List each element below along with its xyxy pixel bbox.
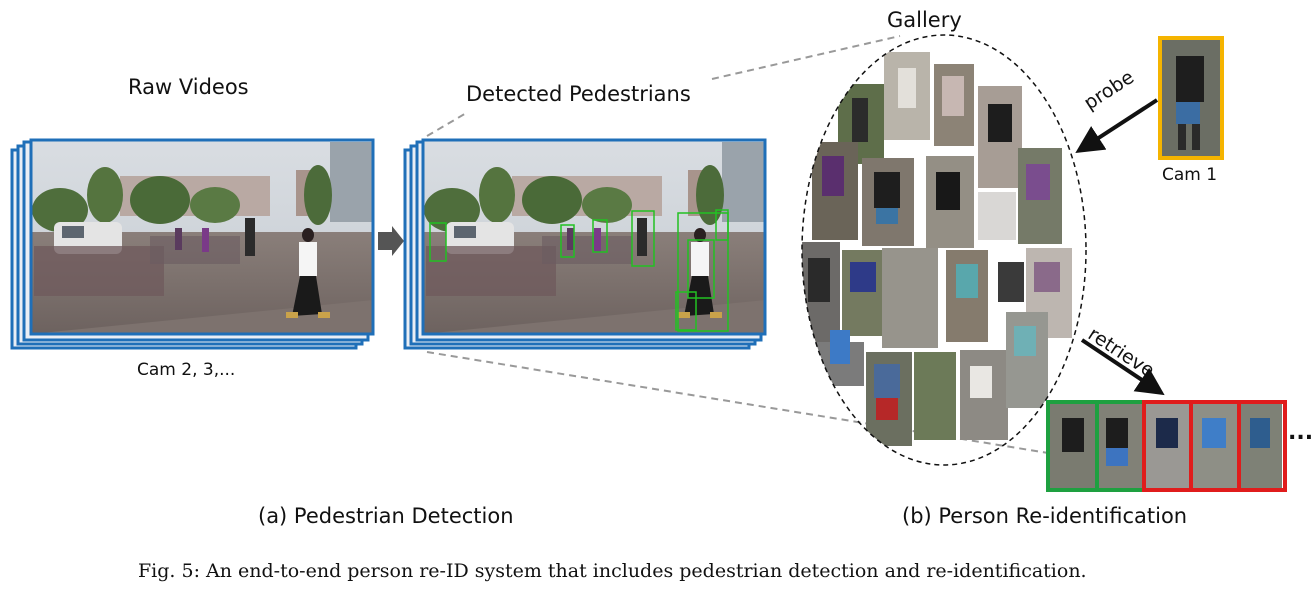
gallery-crop [914, 352, 956, 440]
detected-video-stack [403, 138, 767, 350]
probe-arrow [1075, 98, 1159, 154]
raw-videos-label: Raw Videos [128, 75, 249, 99]
detection-boxes [429, 209, 729, 332]
retrieve-arrow [1080, 338, 1165, 396]
figure-caption: Fig. 5: An end-to-end person re-ID syste… [138, 560, 1087, 582]
subcaption-a: (a) Pedestrian Detection [258, 504, 514, 528]
detection-box [715, 209, 729, 241]
more-results-ellipsis: ... [1288, 420, 1314, 445]
detection-box [677, 212, 729, 332]
detection-box [429, 222, 447, 262]
subcaption-b: (b) Person Re-identification [902, 504, 1188, 528]
raw-video-stack [10, 138, 375, 350]
cam-others-label: Cam 2, 3,... [137, 360, 236, 380]
zoom-lines [426, 35, 1049, 454]
gallery-crop [998, 262, 1024, 302]
gallery-label: Gallery [887, 8, 962, 32]
detection-box [631, 210, 655, 267]
gallery-crop [882, 248, 938, 348]
gallery-crops [802, 52, 1072, 446]
raw-video-frame [31, 140, 373, 334]
cam1-label: Cam 1 [1162, 165, 1218, 185]
detected-video-frame [423, 140, 765, 334]
right-arrow-icon [378, 226, 404, 256]
gallery [801, 34, 1087, 466]
gallery-crop [978, 192, 1016, 240]
probe-image [1158, 36, 1224, 160]
detection-box [675, 291, 697, 331]
detection-box [560, 224, 575, 258]
detected-pedestrians-label: Detected Pedestrians [466, 82, 691, 106]
detection-box [687, 239, 715, 299]
retrieval-results [1046, 400, 1287, 492]
detection-box [592, 219, 608, 253]
gallery-boundary [801, 34, 1087, 466]
